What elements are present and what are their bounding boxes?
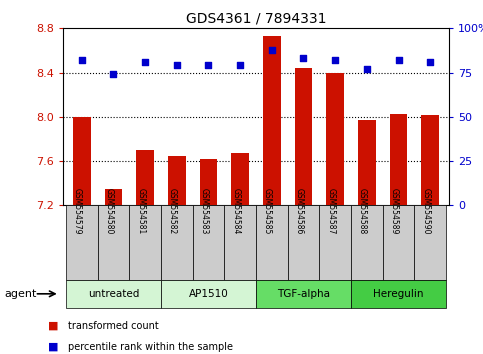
Text: GSM554582: GSM554582 bbox=[168, 188, 177, 234]
Point bbox=[331, 57, 339, 63]
Point bbox=[141, 59, 149, 65]
Bar bbox=[105, 189, 122, 205]
Text: GSM554588: GSM554588 bbox=[358, 188, 367, 234]
Bar bbox=[327, 73, 344, 205]
Text: GSM554580: GSM554580 bbox=[104, 188, 114, 234]
Bar bbox=[66, 205, 98, 280]
Text: TGF-alpha: TGF-alpha bbox=[277, 289, 330, 299]
Text: untreated: untreated bbox=[88, 289, 139, 299]
Text: ■: ■ bbox=[48, 342, 59, 352]
Text: GSM554586: GSM554586 bbox=[295, 188, 303, 234]
Text: percentile rank within the sample: percentile rank within the sample bbox=[68, 342, 233, 352]
Bar bbox=[351, 280, 446, 308]
Bar bbox=[351, 205, 383, 280]
Bar bbox=[66, 280, 161, 308]
Bar bbox=[422, 115, 439, 205]
Bar bbox=[224, 205, 256, 280]
Bar bbox=[200, 159, 217, 205]
Text: GSM554587: GSM554587 bbox=[326, 188, 335, 234]
Bar bbox=[414, 205, 446, 280]
Bar bbox=[73, 117, 90, 205]
Point bbox=[236, 63, 244, 68]
Text: GSM554581: GSM554581 bbox=[136, 188, 145, 234]
Bar bbox=[256, 280, 351, 308]
Bar bbox=[390, 114, 407, 205]
Point bbox=[426, 59, 434, 65]
Bar bbox=[231, 153, 249, 205]
Text: agent: agent bbox=[5, 289, 37, 299]
Bar bbox=[288, 205, 319, 280]
Text: GSM554584: GSM554584 bbox=[231, 188, 240, 234]
Point bbox=[173, 63, 181, 68]
Point bbox=[363, 66, 371, 72]
Bar bbox=[263, 36, 281, 205]
Bar bbox=[358, 120, 376, 205]
Text: GSM554579: GSM554579 bbox=[73, 188, 82, 234]
Text: GSM554585: GSM554585 bbox=[263, 188, 272, 234]
Bar bbox=[136, 150, 154, 205]
Text: GSM554583: GSM554583 bbox=[199, 188, 209, 234]
Bar bbox=[161, 205, 193, 280]
Title: GDS4361 / 7894331: GDS4361 / 7894331 bbox=[186, 12, 326, 26]
Bar bbox=[295, 68, 312, 205]
Bar bbox=[319, 205, 351, 280]
Text: transformed count: transformed count bbox=[68, 321, 158, 331]
Bar bbox=[383, 205, 414, 280]
Bar bbox=[161, 280, 256, 308]
Bar bbox=[193, 205, 224, 280]
Bar bbox=[129, 205, 161, 280]
Bar bbox=[168, 155, 185, 205]
Text: Heregulin: Heregulin bbox=[373, 289, 424, 299]
Text: GSM554590: GSM554590 bbox=[421, 188, 430, 234]
Point bbox=[268, 47, 276, 52]
Point bbox=[299, 56, 307, 61]
Point bbox=[395, 57, 402, 63]
Point bbox=[78, 57, 85, 63]
Point bbox=[110, 72, 117, 77]
Bar bbox=[256, 205, 288, 280]
Text: GSM554589: GSM554589 bbox=[389, 188, 398, 234]
Bar bbox=[98, 205, 129, 280]
Point bbox=[205, 63, 213, 68]
Text: ■: ■ bbox=[48, 321, 59, 331]
Text: AP1510: AP1510 bbox=[188, 289, 228, 299]
